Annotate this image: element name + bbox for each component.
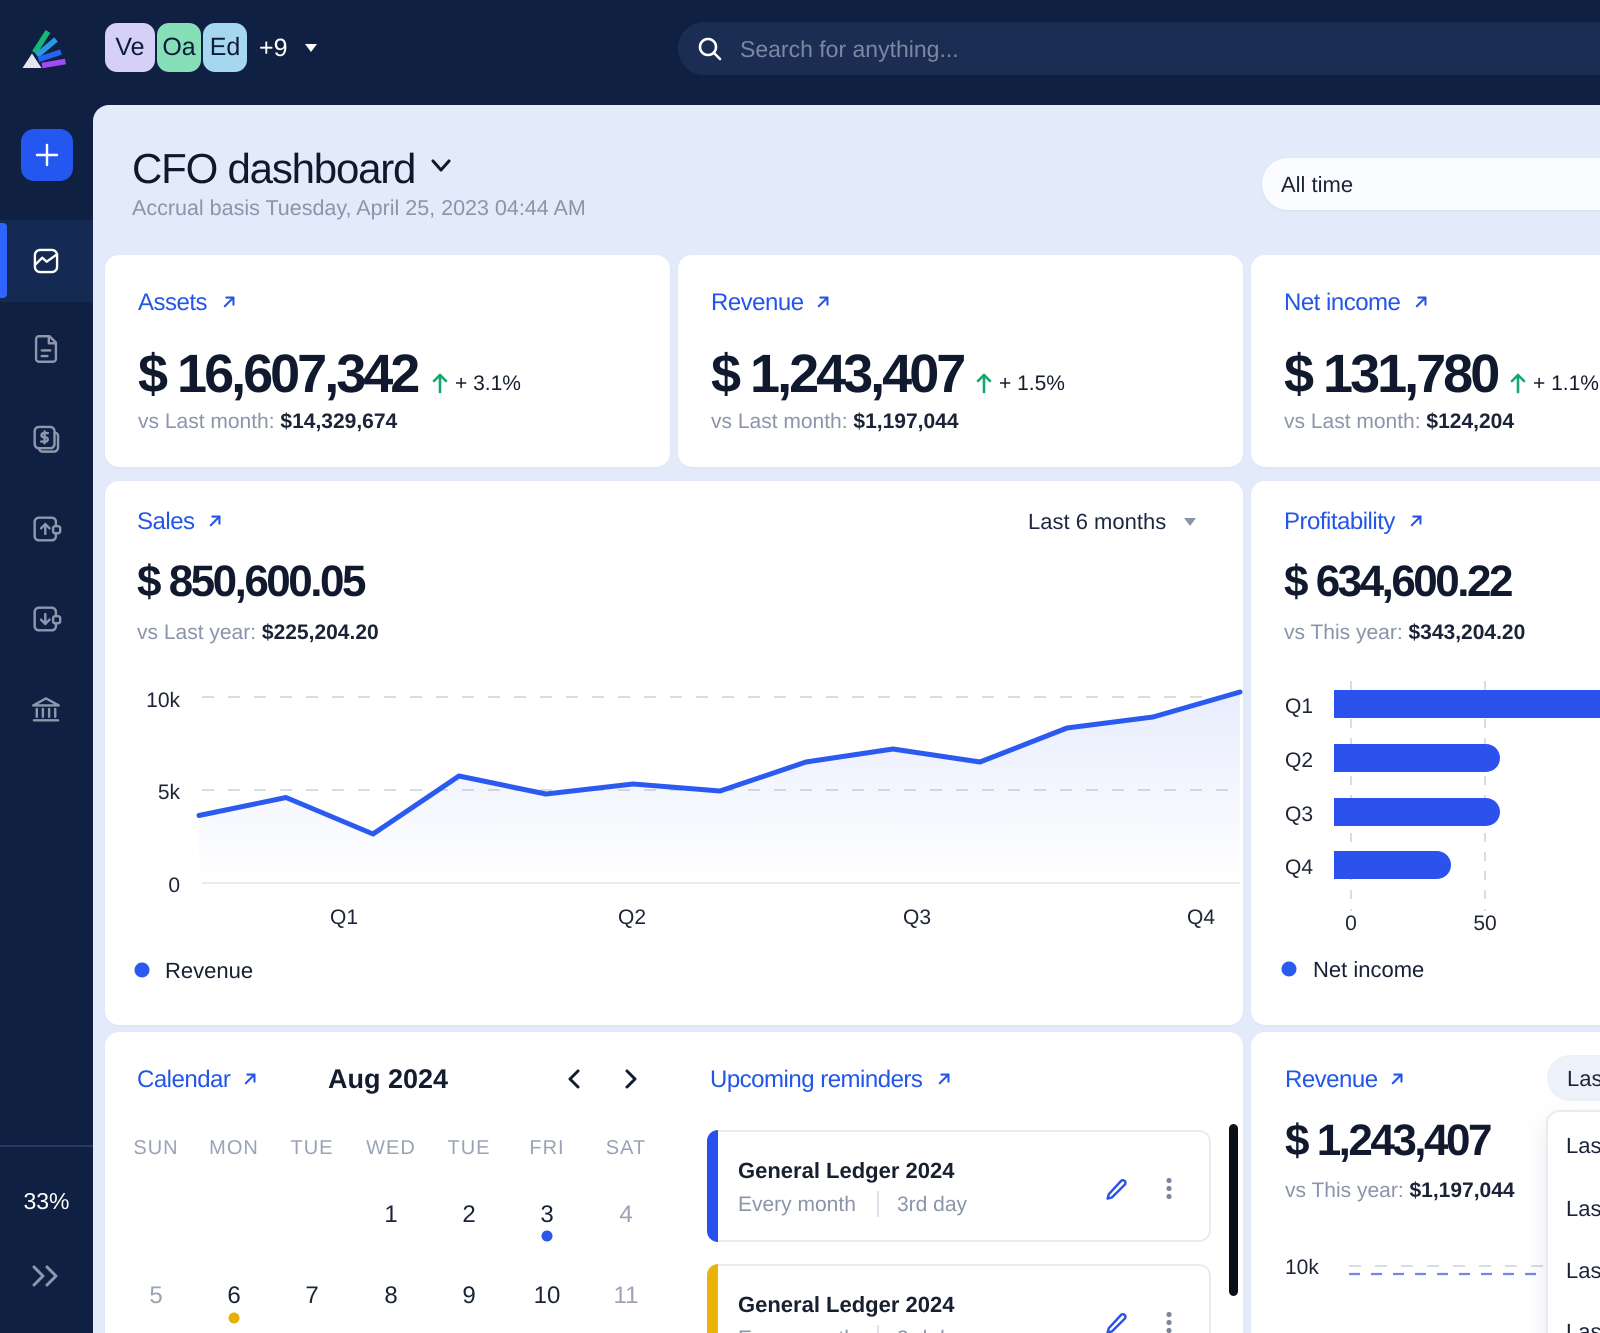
svg-text:Q3: Q3 <box>903 906 931 929</box>
svg-text:Q4: Q4 <box>1285 856 1313 879</box>
svg-text:Net income: Net income <box>1313 957 1424 982</box>
svg-text:0: 0 <box>1345 912 1357 935</box>
svg-text:SAT: SAT <box>606 1137 646 1159</box>
svg-text:3: 3 <box>540 1201 553 1228</box>
svg-text:9: 9 <box>462 1282 475 1309</box>
svg-text:5k: 5k <box>158 781 181 804</box>
svg-text:Q2: Q2 <box>618 906 646 929</box>
svg-text:SUN: SUN <box>133 1137 178 1159</box>
svg-text:10k: 10k <box>146 689 180 712</box>
svg-text:7: 7 <box>305 1282 318 1309</box>
svg-text:FRI: FRI <box>529 1137 564 1159</box>
svg-text:Q3: Q3 <box>1285 803 1313 826</box>
svg-text:11: 11 <box>614 1282 639 1309</box>
svg-text:Revenue: Revenue <box>165 958 253 983</box>
svg-text:0: 0 <box>168 874 180 897</box>
svg-text:WED: WED <box>366 1137 416 1159</box>
svg-text:TUE: TUE <box>448 1137 491 1159</box>
svg-text:MON: MON <box>209 1137 259 1159</box>
svg-text:8: 8 <box>384 1282 397 1309</box>
svg-text:1: 1 <box>384 1201 397 1228</box>
svg-text:2: 2 <box>462 1201 475 1228</box>
svg-text:50: 50 <box>1473 912 1496 935</box>
svg-text:TUE: TUE <box>291 1137 334 1159</box>
svg-text:Q1: Q1 <box>1285 695 1313 718</box>
svg-text:Q1: Q1 <box>330 906 358 929</box>
svg-text:5: 5 <box>149 1282 162 1309</box>
svg-text:4: 4 <box>619 1201 632 1228</box>
svg-text:10: 10 <box>534 1282 561 1309</box>
svg-text:6: 6 <box>227 1282 240 1309</box>
svg-text:Q4: Q4 <box>1187 906 1215 929</box>
svg-text:Q2: Q2 <box>1285 749 1313 772</box>
